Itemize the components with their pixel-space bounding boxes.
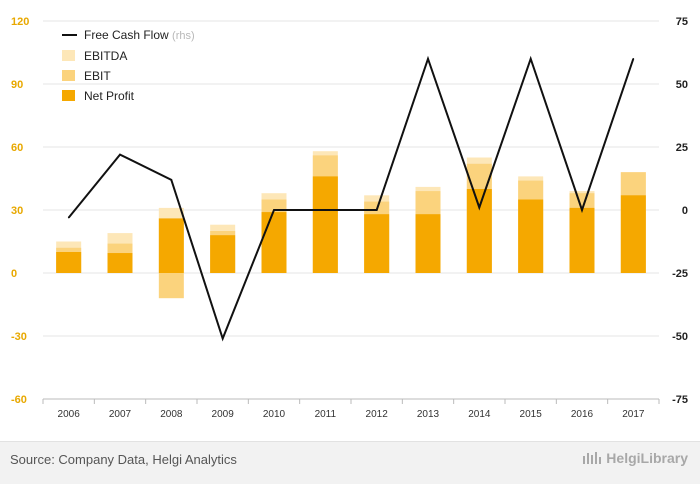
left-tick-label: 0 [11,268,17,280]
legend-net-profit-label: Net Profit [84,89,135,103]
net-profit-bar [107,253,133,273]
footer: Source: Company Data, Helgi Analytics He… [0,441,700,484]
fcf-line-group [67,55,635,342]
fcf-point [273,209,275,211]
ebit-bar [158,273,184,299]
right-axis-ticks: -75 -50 -25 0 25 50 75 [672,16,688,406]
left-tick-label: 60 [11,142,23,154]
fcf-point [119,153,121,156]
fcf-point [170,178,173,181]
right-tick-label: 50 [676,79,688,91]
x-tick-label: 2010 [263,409,286,420]
right-tick-label: -25 [672,268,688,280]
x-tick-label: 2007 [109,409,132,420]
fcf-point [632,58,635,60]
legend-fcf-sub: (rhs) [172,30,195,42]
net-profit-bar [518,199,544,273]
net-profit-bar [261,212,287,273]
legend: Free Cash Flow (rhs) EBITDA EBIT Net Pro… [62,28,195,103]
net-profit-bar [415,214,441,273]
fcf-point [67,216,70,219]
x-tick-label: 2016 [571,409,594,420]
net-profit-bar [364,214,390,273]
net-profit-bar [620,195,646,273]
right-tick-label: -50 [672,331,688,343]
net-profit-bar [56,252,82,273]
left-tick-label: -60 [11,394,27,406]
x-tick-label: 2006 [58,409,81,420]
legend-fcf-label: Free Cash Flow (rhs) [84,28,195,42]
net-profit-bar [210,235,236,273]
x-tick-label: 2011 [315,409,337,420]
net-profit-bar [569,207,595,273]
net-profit-bar [158,218,184,273]
x-tick-label: 2015 [520,409,543,420]
x-tick-label: 2013 [417,409,440,420]
source-note: Source: Company Data, Helgi Analytics [10,452,237,467]
fcf-point [427,58,429,60]
fcf-line [67,55,635,342]
left-tick-label: -30 [11,331,27,343]
left-tick-label: 30 [11,205,23,217]
gridlines [43,20,659,400]
left-axis-ticks: -60 -30 0 30 60 90 120 [11,16,29,406]
fcf-point [581,209,583,211]
x-tick-label: 2014 [468,409,491,420]
legend-ebitda-label: EBITDA [84,49,127,63]
legend-net-profit-swatch [62,90,75,101]
net-profit-bar [312,176,338,273]
net-profit-bar [466,189,492,273]
x-tick-label: 2012 [366,409,389,420]
legend-ebitda-swatch [62,50,75,61]
left-tick-label: 90 [11,79,23,91]
fcf-point [529,58,532,60]
right-tick-label: -75 [672,394,688,406]
library-icon [583,452,602,464]
bars [56,151,646,299]
x-tick-label: 2008 [160,409,183,420]
brand-logo[interactable]: HelgiLibrary [582,450,688,466]
right-tick-label: 0 [682,205,688,217]
legend-ebit-swatch [62,70,75,81]
legend-ebit-label: EBIT [84,69,111,83]
fcf-point [324,209,327,211]
brand-name: HelgiLibrary [606,450,688,466]
fcf-point [478,206,481,209]
x-tick-label: 2017 [622,409,645,420]
left-tick-label: 120 [11,16,29,28]
fcf-point [375,209,378,211]
x-tick-label: 2009 [212,409,235,420]
right-tick-label: 25 [676,142,688,154]
x-axis-ticks: 2006 2007 2008 2009 2010 2011 2012 2013 2014 2015… [42,399,660,420]
right-tick-label: 75 [676,16,688,28]
fcf-point [221,337,224,340]
